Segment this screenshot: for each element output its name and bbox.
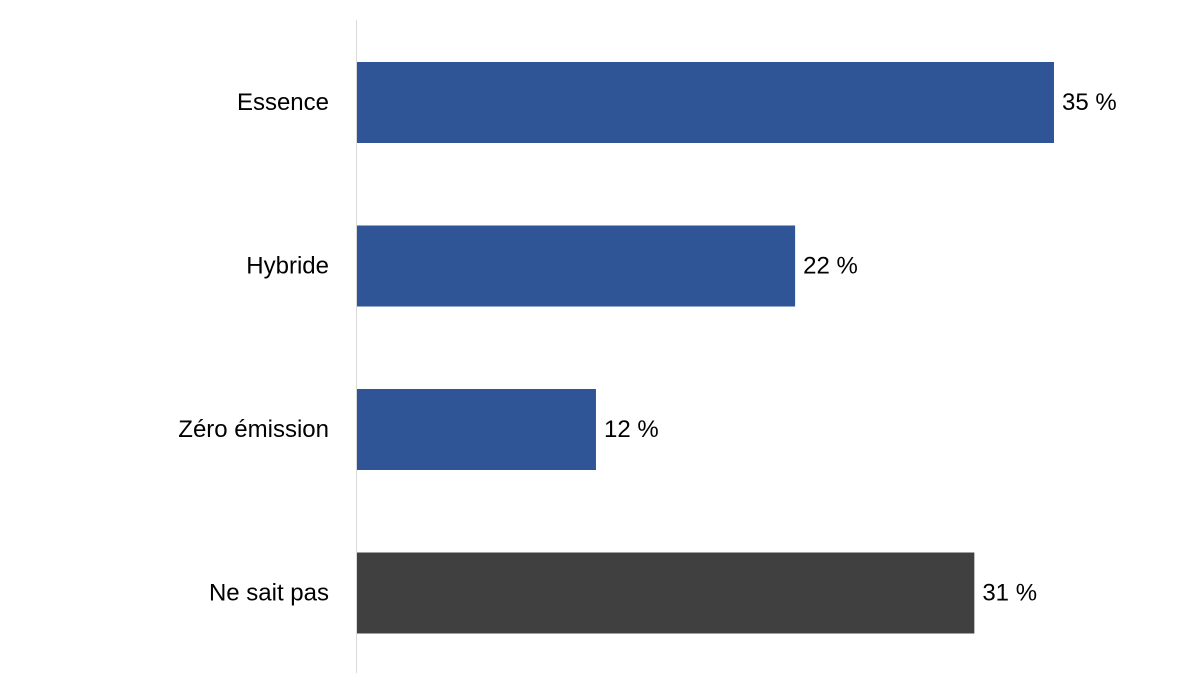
category-label-1: Hybride	[246, 253, 329, 280]
category-label-3: Ne sait pas	[209, 580, 329, 607]
bar-0	[357, 62, 1054, 143]
value-label-2: 12 %	[604, 416, 659, 443]
value-label-3: 31 %	[982, 580, 1037, 607]
category-label-0: Essence	[237, 89, 329, 116]
category-label-2: Zéro émission	[178, 416, 329, 443]
bar-2	[357, 389, 596, 470]
value-label-0: 35 %	[1062, 89, 1117, 116]
value-label-1: 22 %	[803, 253, 858, 280]
bar-1	[357, 225, 796, 307]
bars-layer: Essence 35 % Hybride 22 % Zéro émission 12 % N…	[178, 62, 1117, 634]
bar-3	[357, 552, 975, 634]
